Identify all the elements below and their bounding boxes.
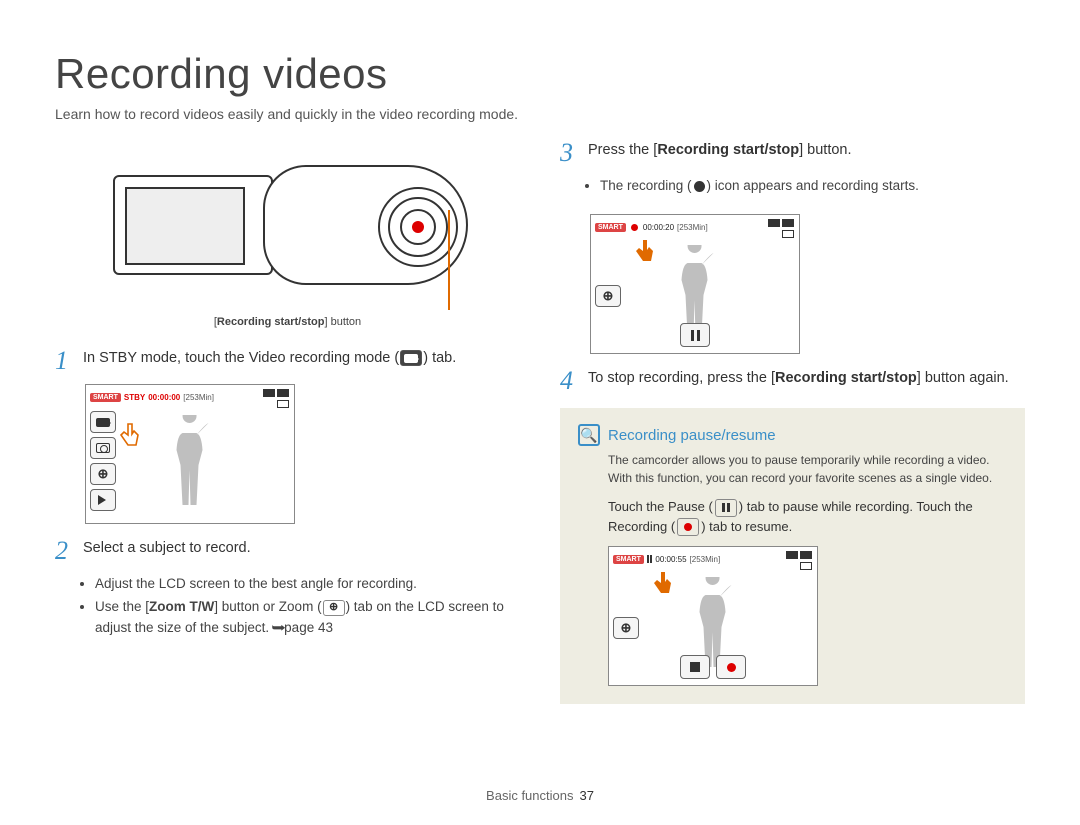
pause-indicator-icon <box>647 555 653 563</box>
step-number: 3 <box>560 140 578 166</box>
lcd-screenshot-recording: SMART 00:00:20 [253Min] ⊕ <box>590 214 800 354</box>
step-text: In STBY mode, touch the Video recording … <box>83 348 456 374</box>
time-remaining: [253Min] <box>677 223 708 232</box>
touch-hand-icon <box>647 569 677 599</box>
video-mode-icon <box>400 350 422 366</box>
step-number: 1 <box>55 348 73 374</box>
smart-badge: SMART <box>613 555 644 564</box>
camcorder-caption: [Recording start/stop] button <box>55 316 520 328</box>
recording-dot-icon <box>694 181 705 192</box>
record-button[interactable] <box>716 655 746 679</box>
pause-button[interactable] <box>680 323 710 347</box>
step-text: Select a subject to record. <box>83 538 251 564</box>
stop-button[interactable] <box>680 655 710 679</box>
time-counter: 00:00:55 <box>655 555 686 564</box>
photo-mode-tab[interactable] <box>90 437 116 459</box>
info-title: Recording pause/resume <box>608 427 776 444</box>
status-icons <box>766 219 794 240</box>
step-1: 1 In STBY mode, touch the Video recordin… <box>55 348 520 374</box>
lcd-screenshot-paused: SMART 00:00:55 [253Min] ⊕ <box>608 546 818 686</box>
info-description: The camcorder allows you to pause tempor… <box>608 452 1007 487</box>
zoom-tab[interactable]: ⊕ <box>613 617 639 639</box>
smart-badge: SMART <box>595 223 626 232</box>
step-2: 2 Select a subject to record. <box>55 538 520 564</box>
step-number: 4 <box>560 368 578 394</box>
page-ref-arrow-icon: ➥ <box>271 618 286 638</box>
video-mode-tab[interactable] <box>90 411 116 433</box>
time-counter: 00:00:20 <box>643 223 674 232</box>
touch-hand-icon <box>114 421 144 451</box>
subject-silhouette <box>163 415 218 515</box>
step-number: 2 <box>55 538 73 564</box>
info-instruction: Touch the Pause () tab to pause while re… <box>608 497 1007 536</box>
page-subtitle: Learn how to record videos easily and qu… <box>55 106 1025 122</box>
page-footer: Basic functions37 <box>0 788 1080 803</box>
rec-indicator-icon <box>631 224 638 231</box>
status-icons <box>261 389 289 410</box>
playback-tab[interactable] <box>90 489 116 511</box>
step2-bullet1: Adjust the LCD screen to the best angle … <box>95 574 520 594</box>
step-4: 4 To stop recording, press the [Recordin… <box>560 368 1025 394</box>
time-remaining: [253Min] <box>183 393 214 402</box>
info-box: 🔍 Recording pause/resume The camcorder a… <box>560 408 1025 704</box>
step3-bullet1: The recording () icon appears and record… <box>600 176 1025 196</box>
camcorder-illustration <box>113 140 463 310</box>
zoom-icon: ⊕ <box>323 600 345 616</box>
time-remaining: [253Min] <box>690 555 721 564</box>
step-3: 3 Press the [Recording start/stop] butto… <box>560 140 1025 166</box>
page-title: Recording videos <box>55 50 1025 98</box>
pause-icon <box>715 499 737 517</box>
left-column: [Recording start/stop] button 1 In STBY … <box>55 140 520 704</box>
zoom-tab[interactable]: ⊕ <box>90 463 116 485</box>
step-text: Press the [Recording start/stop] button. <box>588 140 852 166</box>
step2-bullet2: Use the [Zoom T/W] button or Zoom (⊕) ta… <box>95 597 520 638</box>
lcd-screenshot-stby: SMART STBY 00:00:00 [253Min] ⊕ <box>85 384 295 524</box>
status-icons <box>784 551 812 572</box>
magnify-icon: 🔍 <box>578 424 600 446</box>
stby-label: STBY <box>124 393 145 402</box>
record-icon <box>677 518 699 536</box>
time-counter: 00:00:00 <box>148 393 180 402</box>
zoom-tab[interactable]: ⊕ <box>595 285 621 307</box>
touch-hand-icon <box>629 237 659 267</box>
smart-badge: SMART <box>90 393 121 402</box>
step-text: To stop recording, press the [Recording … <box>588 368 1009 394</box>
right-column: 3 Press the [Recording start/stop] butto… <box>560 140 1025 704</box>
